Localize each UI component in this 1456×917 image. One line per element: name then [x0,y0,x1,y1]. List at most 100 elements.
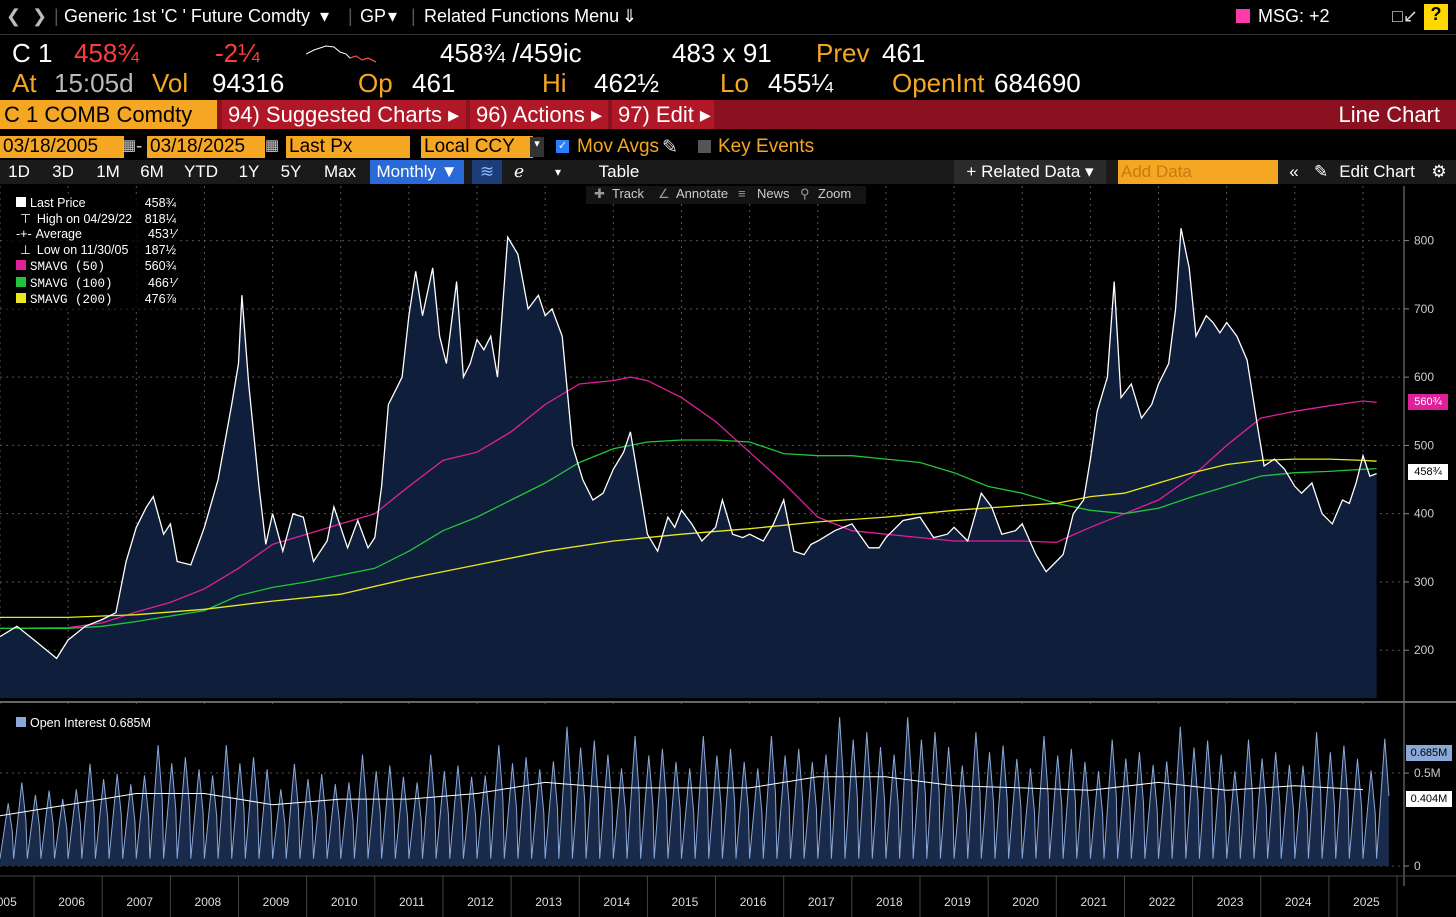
news-button[interactable]: News [757,186,790,201]
edit-menu[interactable]: 97) Edit ▸ [612,100,714,129]
bid-ask-size: 483 x 91 [672,38,772,68]
related-data-button[interactable]: + Related Data ▾ [954,160,1106,184]
mov-avgs-checkbox[interactable]: ✓ [556,140,569,153]
date-controls: 03/18/2005 ▦ - 03/18/2025 ▦ Last Px Loca… [0,136,1456,160]
field-select[interactable]: Last Px [286,136,410,158]
annotate-button[interactable]: Annotate [676,186,729,201]
double-chevron-down-icon[interactable]: ⇓ [622,6,638,26]
low-label: Lo [720,68,749,98]
annotate-icon[interactable]: ∠ [658,186,670,201]
security-field[interactable]: C 1 COMB Comdty [0,100,217,129]
top-bar: ❮ ❯ | Generic 1st 'C ' Future Comdty ▾ |… [0,0,1456,35]
actions-menu[interactable]: 96) Actions ▸ [470,100,608,129]
add-data-input[interactable]: Add Data [1118,160,1278,184]
y-tick-label: 400 [1414,507,1434,521]
quote-line-1: C 1 458¾ -2¼ 458¾ /459ic 483 x 91 Prev 4… [0,38,1456,68]
calendar-icon[interactable]: ▦ [265,137,280,154]
x-tick-label: 2020 [1012,895,1039,909]
chevron-down-icon[interactable]: ▾ [320,6,330,26]
x-tick-label: 2023 [1217,895,1244,909]
msg-count[interactable]: MSG: +2 [1258,6,1330,26]
y-tick-label: 300 [1414,575,1434,589]
period-select[interactable]: Monthly ▼ [370,160,464,184]
range-3d[interactable]: 3D [52,162,74,181]
suggested-charts-menu[interactable]: 94) Suggested Charts ▸ [222,100,466,129]
back-icon[interactable]: ❮ [6,6,22,26]
range-1d[interactable]: 1D [8,162,30,181]
ticker: C 1 [12,38,53,68]
track-button[interactable]: Track [612,186,645,201]
high-label: Hi [542,68,567,98]
series-line-smavg200 [0,458,1377,619]
legend-low[interactable]: ⊥ Low on 11/30/05 187½ [20,243,176,258]
function-code[interactable]: GP [360,6,387,26]
open-value: 461 [412,68,456,98]
series-line-last-price [0,228,1377,660]
x-tick-label: 2019 [944,895,971,909]
range-1m[interactable]: 1M [96,162,120,181]
zoom-button[interactable]: Zoom [818,186,852,201]
legend-sma50[interactable]: SMAVG (50) 560¾ [6,259,178,276]
y-tick-label: 800 [1414,234,1434,248]
oi-area [0,717,1389,866]
x-tick-label: 2005 [0,895,17,909]
oi-average-tag: 0.404M [1406,791,1452,807]
chart-tools: ✚ Track ∠ Annotate ≡ News ⚲ Zoom [586,186,866,204]
bar-chart-icon[interactable]: ℯ [513,162,525,181]
end-date-input[interactable]: 03/18/2025 [147,136,265,158]
key-events-checkbox[interactable] [698,140,711,153]
legend-last-price[interactable]: Last Price 458¾ [6,196,178,212]
collapse-icon[interactable]: « [1289,162,1299,181]
help-button[interactable]: ? [1424,4,1448,30]
crosshair-icon[interactable]: ✚ [594,186,605,201]
prev-label: Prev [816,38,870,68]
legend-sma100[interactable]: SMAVG (100) 466⅟ [6,276,178,293]
net-change: -2¼ [215,38,260,68]
chevron-down-icon[interactable]: ▾ [388,6,398,26]
range-1y[interactable]: 1Y [238,162,260,181]
legend-sma200[interactable]: SMAVG (200) 476⅞ [6,292,178,309]
x-tick-label: 2017 [808,895,835,909]
price-chart[interactable]: 200 300 400 500 600 700 800 0 0.5M 2005 2006 2007… [0,186,1456,917]
series-line-smavg50 [0,376,1377,630]
message-icon[interactable] [1236,9,1250,23]
legend-high[interactable]: ⊤ High on 04/29/22 818¼ [20,211,176,226]
x-tick-label: 2010 [331,895,358,909]
range-ytd[interactable]: YTD [184,162,218,181]
window-icon[interactable]: □↙ [1392,6,1418,26]
mov-avgs-label[interactable]: Mov Avgs [577,136,660,157]
pencil-icon[interactable]: ✎ [662,137,678,158]
key-events-label[interactable]: Key Events [718,136,815,157]
at-label: At [12,68,37,98]
sma50-value-tag: 560¾ [1408,394,1448,410]
divider: | [54,6,59,26]
chart-legend[interactable]: Last Price 458¾ ⊤ High on 04/29/22 818¼ -+-… [6,196,178,309]
line-chart-icon[interactable]: ≋ [472,160,502,184]
news-icon[interactable]: ≡ [738,186,746,201]
table-button[interactable]: Table [598,162,640,181]
quote-line-2: At 15:05d Vol 94316 Op 461 Hi 462½ Lo 45… [0,68,1456,98]
range-max[interactable]: Max [323,162,357,181]
oi-legend[interactable]: Open Interest 0.685M [6,716,151,732]
x-tick-label: 2025 [1353,895,1380,909]
edit-chart-button[interactable]: Edit Chart [1339,162,1415,181]
gear-icon[interactable]: ⚙ [1431,162,1447,181]
x-tick-label: 2006 [58,895,85,909]
command-bar: C 1 COMB Comdty 94) Suggested Charts ▸ 9… [0,100,1456,129]
range-6m[interactable]: 6M [140,162,164,181]
prev-value: 461 [882,38,926,68]
start-date-input[interactable]: 03/18/2005 [0,136,124,158]
legend-average[interactable]: -+- Average 453⅟ [16,227,176,242]
divider: | [348,6,353,26]
range-5y[interactable]: 5Y [280,162,302,181]
open-interest-label: OpenInt [892,68,985,98]
pencil-icon[interactable]: ✎ [1313,162,1329,181]
zoom-icon[interactable]: ⚲ [800,186,810,201]
chevron-down-icon[interactable]: ▾ [554,165,562,179]
currency-select[interactable]: Local CCY [421,136,533,158]
related-functions-menu[interactable]: Related Functions Menu [424,6,620,26]
forward-icon[interactable]: ❯ [32,6,48,26]
calendar-icon[interactable]: ▦ [122,137,137,154]
chevron-down-icon[interactable]: ▾ [530,137,544,157]
security-title[interactable]: Generic 1st 'C ' Future Comdty [64,6,310,26]
